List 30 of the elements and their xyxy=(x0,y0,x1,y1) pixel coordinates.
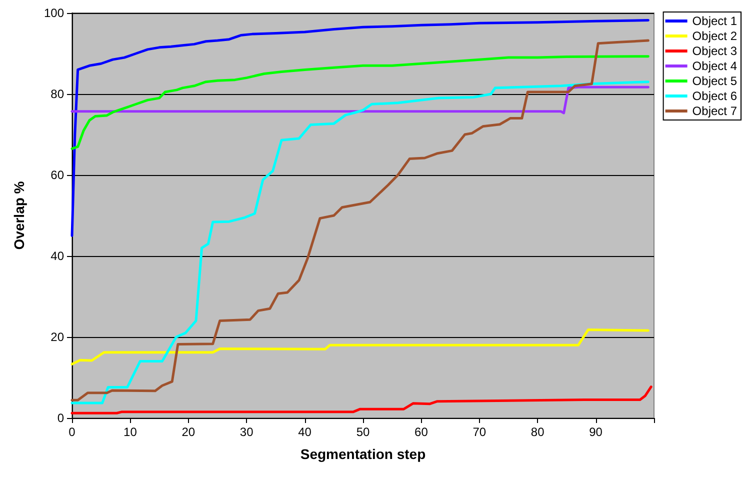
legend-label: Object 4 xyxy=(692,59,738,73)
line-series xyxy=(70,386,652,414)
y-tick-label: 60 xyxy=(50,168,64,182)
x-tick-label: 0 xyxy=(68,425,76,439)
x-tick-label: 20 xyxy=(182,425,196,439)
legend-label: Object 6 xyxy=(692,89,738,103)
x-tick-label: 90 xyxy=(589,425,603,439)
y-tick-label: 100 xyxy=(44,6,64,20)
x-axis-title: Segmentation step xyxy=(300,446,426,462)
y-axis-title: Overlap % xyxy=(11,180,27,250)
x-tick-label: 80 xyxy=(530,425,545,439)
x-tick-label: 50 xyxy=(356,425,370,439)
x-tick-label: 60 xyxy=(414,425,428,439)
x-tick-label: 70 xyxy=(472,425,486,439)
y-tick-label: 80 xyxy=(50,87,64,101)
legend-label: Object 1 xyxy=(692,14,738,28)
legend-label: Object 3 xyxy=(692,44,738,58)
line-series xyxy=(70,55,650,150)
line-series xyxy=(70,328,650,366)
line-series xyxy=(70,86,650,114)
line-series xyxy=(70,19,650,237)
legend-label: Object 5 xyxy=(692,74,738,88)
legend-label: Object 7 xyxy=(692,104,738,118)
x-tick-label: 10 xyxy=(124,425,138,439)
y-tick-label: 20 xyxy=(50,330,64,344)
x-tick-label: 30 xyxy=(240,425,254,439)
y-tick-label: 40 xyxy=(50,249,64,263)
x-tick-label: 40 xyxy=(298,425,312,439)
y-tick-label: 0 xyxy=(57,411,64,425)
legend-label: Object 2 xyxy=(692,29,738,43)
